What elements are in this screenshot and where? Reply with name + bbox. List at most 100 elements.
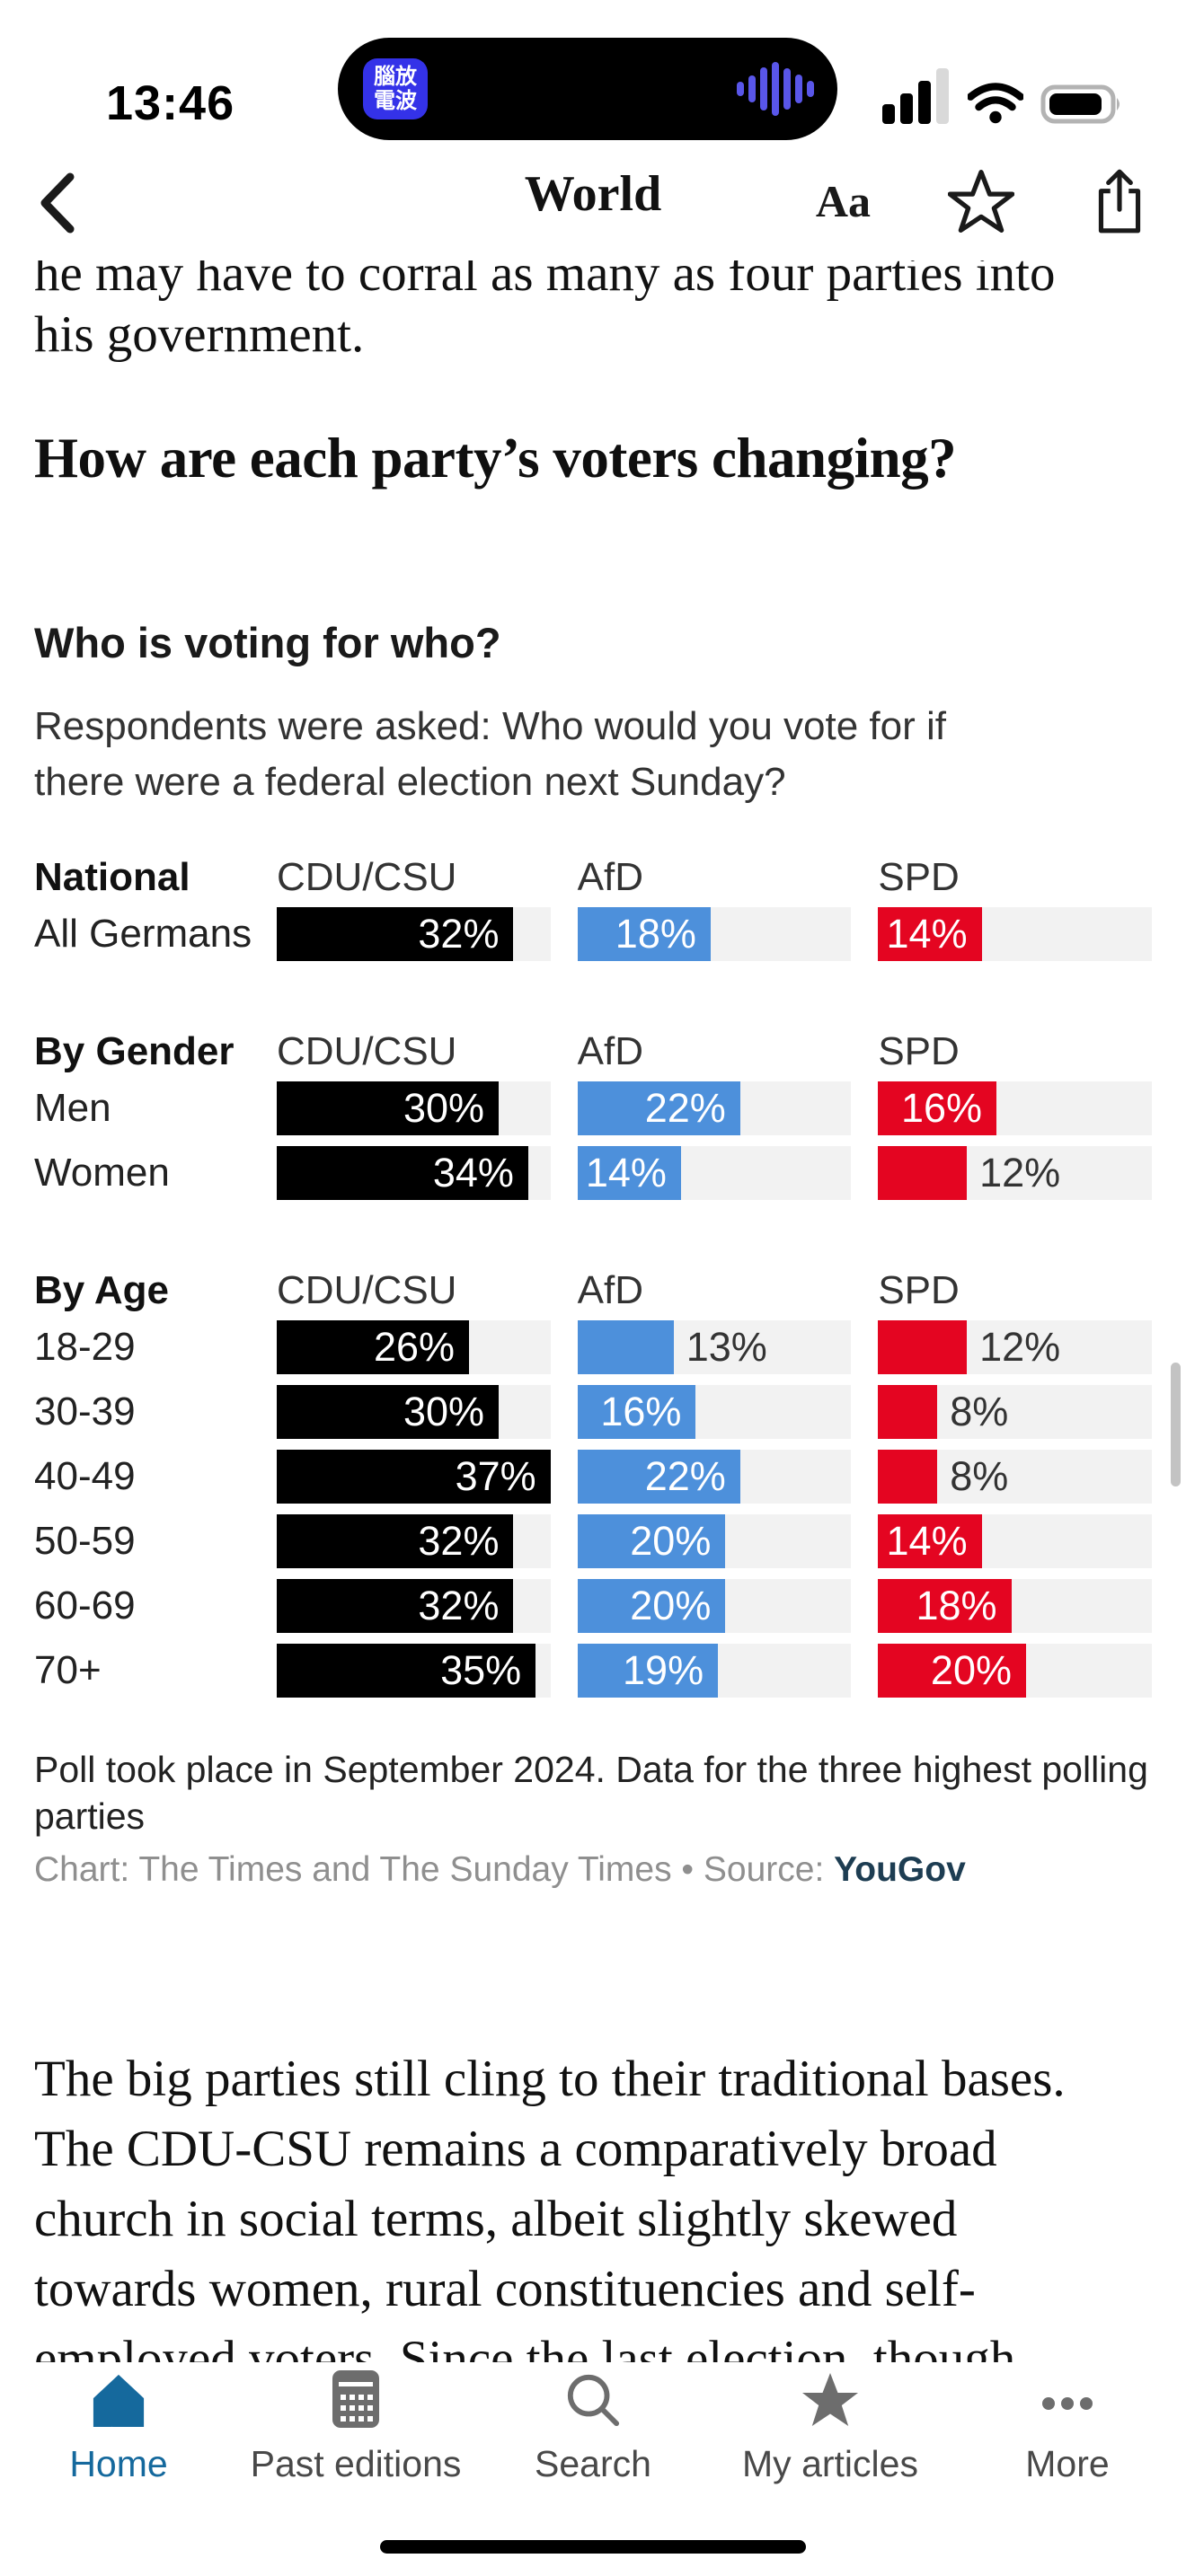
bar-value-label: 37% bbox=[455, 1453, 536, 1499]
bar-value-label: 8% bbox=[950, 1453, 1009, 1499]
bar-fill: 20% bbox=[878, 1644, 1026, 1698]
share-icon[interactable] bbox=[1092, 167, 1147, 235]
bar-value-label: 30% bbox=[403, 1389, 485, 1434]
bar-value-label: 14% bbox=[585, 1150, 667, 1195]
bar-track: 13% bbox=[577, 1320, 852, 1374]
bar-value-label: 8% bbox=[950, 1389, 1009, 1434]
bar-value-label: 14% bbox=[886, 1518, 968, 1564]
status-bar: 13:46 腦放 電波 bbox=[0, 0, 1186, 144]
star-icon bbox=[801, 2369, 860, 2429]
tab-past-editions[interactable]: Past editions bbox=[237, 2369, 474, 2485]
bar-fill: 14% bbox=[878, 1514, 982, 1568]
text-size-button[interactable]: Aa bbox=[815, 176, 871, 226]
tabs: Home Past editions Search My articles More bbox=[0, 2362, 1186, 2485]
bar-fill bbox=[878, 1146, 968, 1200]
bar-track: 16% bbox=[878, 1081, 1152, 1135]
row-label: All Germans bbox=[34, 912, 252, 956]
home-indicator[interactable] bbox=[380, 2540, 806, 2554]
bar-fill bbox=[878, 1320, 968, 1374]
bar-fill: 20% bbox=[577, 1579, 726, 1633]
bar-value-label: 26% bbox=[374, 1324, 456, 1370]
bar-track: 20% bbox=[577, 1514, 852, 1568]
bar-track: 18% bbox=[577, 907, 852, 961]
bookmark-star-icon[interactable] bbox=[948, 168, 1014, 234]
bar-track: 22% bbox=[577, 1450, 852, 1504]
tab-bar: Home Past editions Search My articles More bbox=[0, 2362, 1186, 2576]
series-label: AfD bbox=[577, 1029, 644, 1073]
bar-value-label: 22% bbox=[644, 1453, 726, 1499]
tab-home[interactable]: Home bbox=[0, 2369, 237, 2485]
bar-fill: 16% bbox=[878, 1081, 997, 1135]
row-label: 50-59 bbox=[34, 1519, 136, 1563]
bar-fill: 19% bbox=[577, 1644, 719, 1698]
tab-more[interactable]: More bbox=[949, 2369, 1186, 2485]
bar-track: 8% bbox=[878, 1385, 1152, 1439]
bar-fill: 14% bbox=[577, 1146, 681, 1200]
row-label: 18-29 bbox=[34, 1325, 136, 1369]
series-label: CDU/CSU bbox=[277, 1029, 457, 1073]
group-label: National bbox=[34, 855, 190, 899]
source-link[interactable]: YouGov bbox=[834, 1850, 966, 1889]
back-icon[interactable] bbox=[38, 172, 77, 234]
bar-track: 18% bbox=[878, 1579, 1152, 1633]
status-time: 13:46 bbox=[106, 76, 235, 130]
bar-value-label: 13% bbox=[686, 1324, 767, 1370]
bar-value-label: 32% bbox=[418, 1583, 500, 1628]
chart-subtitle: Respondents were asked: Who would you vo… bbox=[34, 704, 946, 804]
row-label: 30-39 bbox=[34, 1389, 136, 1434]
wifi-icon bbox=[968, 83, 1023, 124]
series-label: SPD bbox=[878, 855, 960, 899]
row-label: Men bbox=[34, 1086, 111, 1130]
bar-value-label: 12% bbox=[979, 1324, 1061, 1370]
bar-fill: 18% bbox=[577, 907, 711, 961]
more-icon bbox=[1038, 2369, 1097, 2429]
bar-track: 22% bbox=[577, 1081, 852, 1135]
past-editions-icon bbox=[332, 2369, 380, 2429]
chart-title: Who is voting for who? bbox=[34, 619, 501, 666]
bar-track: 37% bbox=[277, 1450, 551, 1504]
audio-waveform-icon bbox=[737, 38, 814, 140]
dynamic-island[interactable]: 腦放 電波 bbox=[338, 38, 837, 140]
cellular-signal-icon bbox=[882, 68, 949, 124]
tab-label: Home bbox=[69, 2443, 168, 2484]
bar-value-label: 22% bbox=[644, 1085, 726, 1131]
chart-group-header: National CDU/CSU AfD SPD bbox=[34, 855, 1152, 900]
bar-fill: 26% bbox=[277, 1320, 470, 1374]
bar-track: 30% bbox=[277, 1385, 551, 1439]
tab-my-articles[interactable]: My articles bbox=[712, 2369, 949, 2485]
bar-value-label: 16% bbox=[600, 1389, 682, 1434]
series-label: CDU/CSU bbox=[277, 1268, 457, 1312]
row-label: 70+ bbox=[34, 1648, 102, 1692]
bar-track: 19% bbox=[577, 1644, 852, 1698]
bar-fill: 16% bbox=[577, 1385, 696, 1439]
chart-row: 18-29 26% 13% 12% bbox=[34, 1320, 1152, 1374]
series-label: AfD bbox=[577, 1268, 644, 1312]
bar-track: 26% bbox=[277, 1320, 551, 1374]
chart-row: 40-49 37% 22% 8% bbox=[34, 1450, 1152, 1504]
bar-track: 32% bbox=[277, 1514, 551, 1568]
bar-fill: 35% bbox=[277, 1644, 536, 1698]
bar-fill: 30% bbox=[277, 1385, 500, 1439]
home-icon bbox=[91, 2369, 146, 2429]
bar-fill: 22% bbox=[577, 1081, 740, 1135]
search-icon bbox=[565, 2369, 621, 2429]
tab-label: Search bbox=[535, 2443, 651, 2484]
bar-value-label: 18% bbox=[916, 1583, 997, 1628]
chart-row: 30-39 30% 16% 8% bbox=[34, 1385, 1152, 1439]
bar-value-label: 20% bbox=[630, 1583, 712, 1628]
bar-track: 32% bbox=[277, 1579, 551, 1633]
bar-track: 34% bbox=[277, 1146, 551, 1200]
row-label: 40-49 bbox=[34, 1454, 136, 1498]
bar-fill: 37% bbox=[277, 1450, 551, 1504]
tab-search[interactable]: Search bbox=[474, 2369, 712, 2485]
bar-value-label: 30% bbox=[403, 1085, 485, 1131]
series-label: SPD bbox=[878, 1029, 960, 1073]
bar-track: 14% bbox=[878, 1514, 1152, 1568]
bar-value-label: 19% bbox=[623, 1647, 704, 1693]
paragraph-line: his government. bbox=[34, 306, 365, 363]
scrollbar-thumb[interactable] bbox=[1171, 1363, 1181, 1486]
tab-label: More bbox=[1025, 2443, 1110, 2484]
bar-track: 30% bbox=[277, 1081, 551, 1135]
clipped-paragraph-line: he may have to corral as many as four pa… bbox=[34, 260, 1056, 302]
bar-fill bbox=[577, 1320, 674, 1374]
